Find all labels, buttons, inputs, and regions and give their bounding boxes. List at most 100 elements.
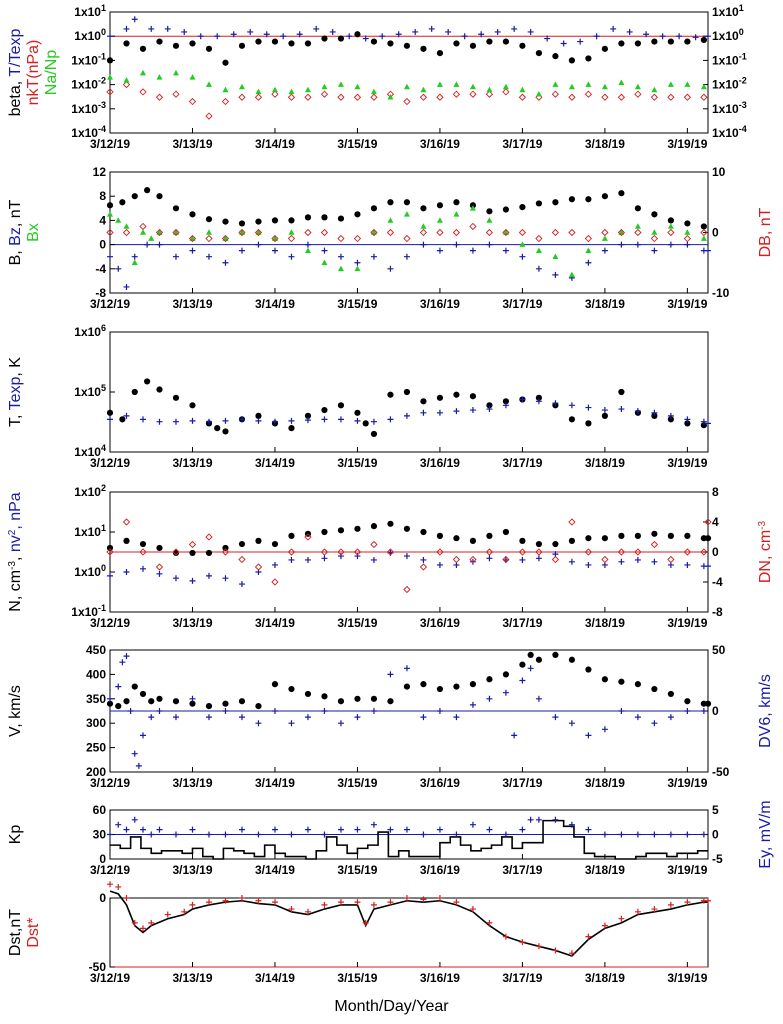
panel-beta: 1x10-4 1x10-3 1x10-2 1x10-1 1x100 1x101 1x10-4… <box>7 3 747 151</box>
data-point <box>119 659 126 666</box>
data-point <box>544 35 551 42</box>
data-point <box>552 651 559 658</box>
data-point <box>205 81 212 87</box>
data-point <box>222 831 229 838</box>
series-Bz <box>107 241 711 290</box>
data-point <box>271 90 279 98</box>
data-point <box>585 196 592 203</box>
data-point <box>519 826 526 833</box>
data-point <box>519 203 526 211</box>
data-point <box>221 97 230 106</box>
data-point <box>288 556 295 563</box>
data-point <box>337 253 344 260</box>
data-point <box>618 241 625 248</box>
data-point <box>502 689 509 696</box>
data-point <box>238 416 245 423</box>
x-tick-label: 3/15/19 <box>337 297 377 311</box>
data-point <box>172 418 179 425</box>
data-point <box>304 412 312 419</box>
data-point <box>486 406 493 413</box>
data-point <box>271 217 279 224</box>
data-point <box>172 394 180 401</box>
data-point <box>304 93 312 101</box>
data-point <box>634 408 641 415</box>
data-point <box>320 548 329 556</box>
data-point <box>123 40 130 47</box>
data-point <box>403 211 410 217</box>
data-point <box>453 831 460 838</box>
y-tick-label: 30 <box>93 828 107 842</box>
data-point <box>700 228 708 237</box>
data-point <box>684 698 691 705</box>
data-point <box>181 908 188 915</box>
data-point <box>403 234 411 243</box>
data-point <box>148 698 155 705</box>
data-point <box>436 548 444 556</box>
data-point <box>568 558 575 565</box>
data-point <box>684 420 691 427</box>
series-N <box>106 520 712 557</box>
data-point <box>601 676 608 683</box>
y-tick-label: 1x100 <box>74 563 106 579</box>
data-point <box>626 28 633 35</box>
data-point <box>469 537 477 544</box>
data-point <box>651 558 658 565</box>
data-point <box>651 211 658 218</box>
data-point <box>684 831 691 838</box>
data-point <box>601 193 608 200</box>
series-line <box>109 890 708 957</box>
data-point <box>419 563 428 571</box>
data-point <box>502 247 509 254</box>
data-point <box>172 228 180 237</box>
data-point <box>387 826 394 833</box>
data-point <box>634 532 641 539</box>
data-point <box>148 831 155 838</box>
y-tick-label: 1x102 <box>74 483 106 499</box>
data-point <box>238 698 246 705</box>
data-point <box>287 548 296 556</box>
data-point <box>172 548 180 556</box>
data-point <box>667 714 674 721</box>
data-point <box>131 683 138 690</box>
data-point <box>288 417 295 424</box>
y-tick-label: 1x10-1 <box>71 51 106 67</box>
x-tick-label: 3/18/19 <box>585 137 625 151</box>
data-point <box>519 86 526 93</box>
data-point <box>502 398 510 405</box>
data-point <box>651 229 658 235</box>
series-Texp <box>107 396 711 427</box>
data-point <box>469 681 477 688</box>
data-point <box>296 31 303 38</box>
data-point <box>304 86 311 93</box>
data-point <box>535 695 542 702</box>
data-point <box>238 581 245 588</box>
data-point <box>238 714 245 721</box>
y-right-tick-label: 8 <box>712 485 719 499</box>
data-point <box>189 40 196 47</box>
data-point <box>255 897 262 904</box>
data-point <box>321 259 328 266</box>
data-point <box>387 698 394 705</box>
data-point <box>354 525 361 532</box>
data-point <box>568 228 576 237</box>
data-point <box>478 31 485 38</box>
data-point <box>519 677 526 684</box>
data-point <box>337 402 345 409</box>
data-point <box>453 683 460 690</box>
data-point <box>617 228 626 237</box>
data-point <box>453 199 460 206</box>
data-point <box>188 540 197 549</box>
y-right-tick-label: -8 <box>712 605 723 619</box>
data-point <box>453 408 460 415</box>
data-point <box>271 826 278 833</box>
x-tick-label: 3/18/19 <box>585 456 625 470</box>
data-point <box>172 549 180 557</box>
data-point <box>519 661 526 668</box>
data-point <box>139 565 146 572</box>
data-point <box>172 575 179 582</box>
data-point <box>519 556 526 563</box>
x-tick-label: 3/13/19 <box>172 297 212 311</box>
data-point <box>362 919 369 926</box>
data-point <box>271 234 279 243</box>
data-point <box>485 228 494 237</box>
